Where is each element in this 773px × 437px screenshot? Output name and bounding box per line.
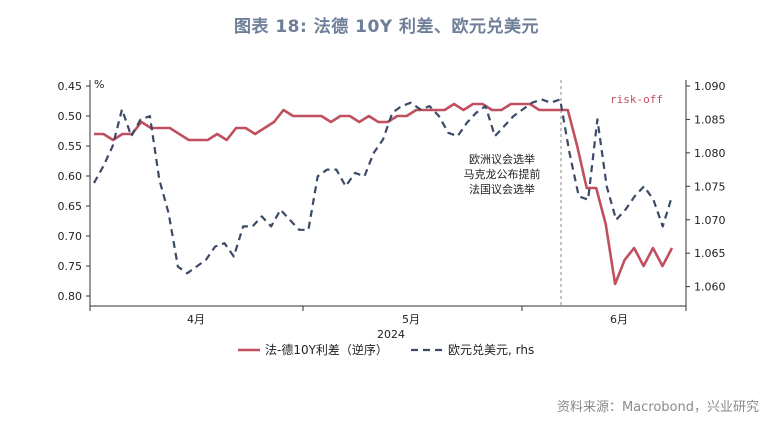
- left-tick-label: 0.50: [58, 110, 83, 123]
- left-tick-label: 0.80: [58, 290, 83, 303]
- left-tick-label: 0.65: [58, 200, 83, 213]
- x-tick-label: 4月: [187, 313, 205, 326]
- right-tick-label: 1.075: [694, 180, 726, 193]
- chart-labels: % 0.45 0.50 0.55 0.60 0.65 0.70 0.75 0.80 1.090 1.…: [58, 78, 726, 357]
- x-tick-label: 6月: [610, 313, 628, 326]
- right-tick-label: 1.065: [694, 247, 726, 260]
- right-tick-label: 1.085: [694, 113, 726, 126]
- right-tick-label: 1.090: [694, 80, 726, 93]
- event-label: risk-off: [610, 93, 663, 106]
- chart-marks: [93, 98, 674, 286]
- left-tick-label: 0.75: [58, 260, 83, 273]
- legend-label: 法-德10Y利差（逆序）: [265, 342, 388, 357]
- x-axis-year: 2024: [377, 328, 405, 341]
- chart-axes: [86, 80, 690, 311]
- right-tick-label: 1.070: [694, 214, 726, 227]
- left-tick-label: 0.70: [58, 230, 83, 243]
- left-tick-label: 0.45: [58, 80, 83, 93]
- left-tick-label: 0.60: [58, 170, 83, 183]
- left-axis-unit: %: [94, 78, 104, 91]
- right-tick-label: 1.080: [694, 147, 726, 160]
- series-line-spread: [94, 102, 674, 286]
- legend-label: 欧元兑美元, rhs: [448, 343, 534, 357]
- source-note: 资料来源：Macrobond，兴业研究: [556, 400, 759, 415]
- annotation-text: 马克龙公布提前: [464, 167, 541, 181]
- chart-title: 图表 18: 法德 10Y 利差、欧元兑美元: [233, 17, 540, 37]
- left-tick-label: 0.55: [58, 140, 83, 153]
- x-tick-label: 5月: [402, 313, 420, 326]
- right-tick-label: 1.060: [694, 281, 726, 294]
- annotation-text: 欧洲议会选举: [469, 152, 535, 166]
- series-line-eurusd: [93, 98, 674, 275]
- annotation-text: 法国议会选举: [469, 182, 535, 196]
